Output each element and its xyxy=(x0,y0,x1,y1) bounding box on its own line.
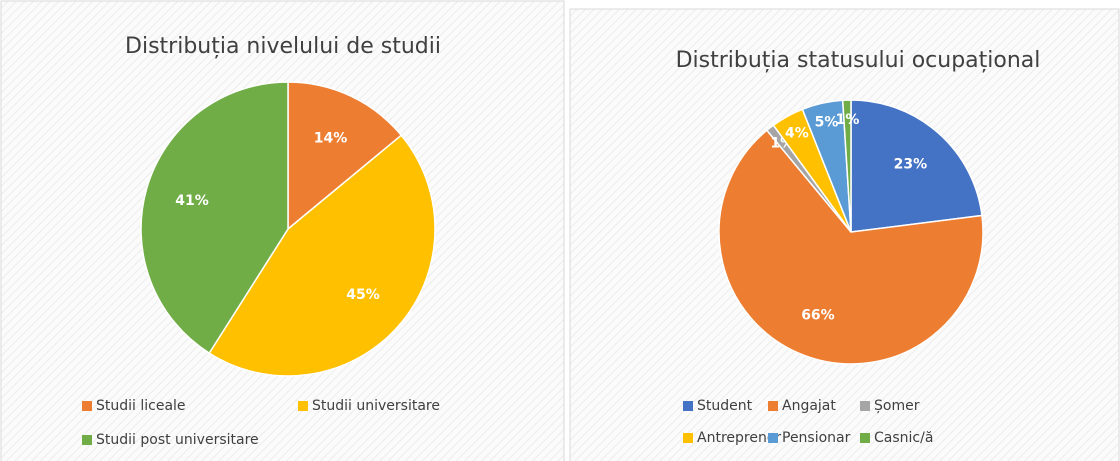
legend-swatch xyxy=(683,401,693,411)
legend-swatch xyxy=(860,401,870,411)
legend-swatch xyxy=(82,401,92,411)
pie-slice xyxy=(287,81,403,231)
data-label: 5% xyxy=(815,115,839,131)
pie-slice xyxy=(718,129,984,365)
chart-title: Distribuția nivelului de studii xyxy=(125,34,441,59)
data-label: 14% xyxy=(314,131,348,147)
legend-label: Antreprenor xyxy=(697,430,781,446)
pie-slice xyxy=(208,134,436,377)
legend-label: Studii post universitare xyxy=(96,432,259,448)
pie-slice xyxy=(850,99,983,233)
data-label: 45% xyxy=(346,287,380,303)
legend-swatch xyxy=(82,435,92,445)
legend-swatch xyxy=(860,433,870,443)
data-label: 4% xyxy=(785,126,809,142)
legend-label: Studii universitare xyxy=(312,398,440,414)
data-label: 1% xyxy=(836,112,860,128)
legend-label: Pensionar xyxy=(782,430,851,446)
legend-swatch xyxy=(768,401,778,411)
data-label: 66% xyxy=(801,307,835,323)
legend-swatch xyxy=(683,433,693,443)
pie-slice xyxy=(841,99,852,233)
data-label: 23% xyxy=(894,157,928,173)
chart-title: Distribuția statusului ocupațional xyxy=(676,48,1041,73)
legend-label: Șomer xyxy=(874,398,920,414)
legend-label: Angajat xyxy=(782,398,836,414)
legend-label: Casnic/ă xyxy=(874,430,933,446)
legend-swatch xyxy=(768,433,778,443)
legend-swatch xyxy=(298,401,308,411)
data-label: 41% xyxy=(175,193,209,209)
pie-slice xyxy=(140,81,289,355)
legend-label: Student xyxy=(697,398,753,414)
legend-label: Studii liceale xyxy=(96,398,186,414)
